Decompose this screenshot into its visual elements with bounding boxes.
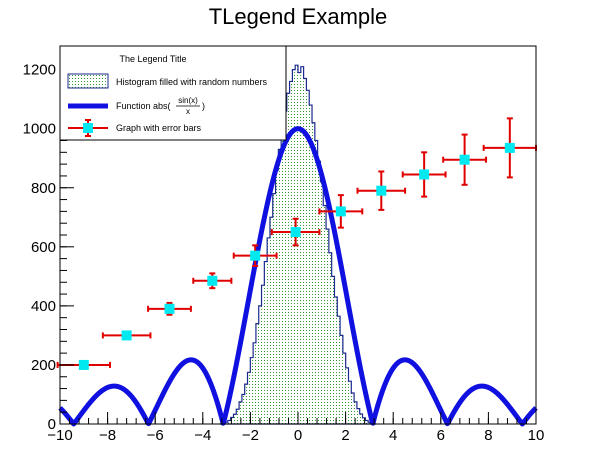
y-tick-label: 600 (31, 239, 56, 256)
y-tick-label: 800 (31, 180, 56, 197)
y-tick-label: 1200 (23, 62, 56, 79)
graph-point (356, 170, 407, 211)
x-tick-label: −4 (194, 427, 211, 444)
x-tick-label: −2 (242, 427, 259, 444)
function-curve (58, 126, 538, 427)
x-tick-label: 8 (484, 427, 492, 444)
graph-point (192, 272, 233, 290)
data-point-marker (121, 330, 132, 341)
graph-point (101, 330, 152, 341)
legend-swatch-histogram (67, 73, 109, 89)
data-point-marker (335, 206, 346, 217)
data-point-marker (250, 250, 261, 261)
data-point-marker (504, 142, 515, 153)
data-point-marker (290, 227, 301, 238)
x-tick-label: −10 (47, 427, 72, 444)
x-tick-label: 2 (341, 427, 349, 444)
legend-label-graph: Graph with error bars (116, 123, 202, 133)
legend-fraction-numerator: sin(x) (178, 96, 198, 105)
x-tick-label: −6 (147, 427, 164, 444)
x-tick-label: 4 (389, 427, 397, 444)
graph-point (232, 244, 278, 268)
graph-point (147, 301, 192, 316)
x-tick-label: 10 (528, 427, 545, 444)
data-point-marker (164, 303, 175, 314)
x-tick-label: 0 (294, 427, 302, 444)
legend-label-function: Function abs( (116, 101, 171, 111)
data-point-marker (78, 359, 89, 370)
graph-point (442, 133, 488, 186)
graph-point (401, 151, 447, 198)
legend-swatch-graph-marker (83, 123, 93, 133)
legend-title: The Legend Title (119, 54, 186, 64)
x-tick-label: 6 (437, 427, 445, 444)
data-point-marker (459, 154, 470, 165)
legend-fraction-denominator: x (186, 107, 190, 116)
data-point-marker (376, 185, 387, 196)
graph-point (318, 194, 364, 229)
y-tick-label: 0 (48, 416, 56, 433)
y-tick-label: 400 (31, 298, 56, 315)
y-tick-label: 200 (31, 357, 56, 374)
legend-label-close: ) (202, 101, 205, 111)
legend-box (59, 45, 287, 141)
data-point-marker (207, 275, 218, 286)
chart-title: TLegend Example (209, 4, 388, 29)
graph-point (482, 117, 537, 179)
y-tick-label: 1000 (23, 121, 56, 138)
data-point-marker (419, 169, 430, 180)
graph-point (270, 217, 321, 247)
legend-label-histogram: Histogram filled with random numbers (116, 77, 268, 87)
x-tick-label: −8 (99, 427, 116, 444)
